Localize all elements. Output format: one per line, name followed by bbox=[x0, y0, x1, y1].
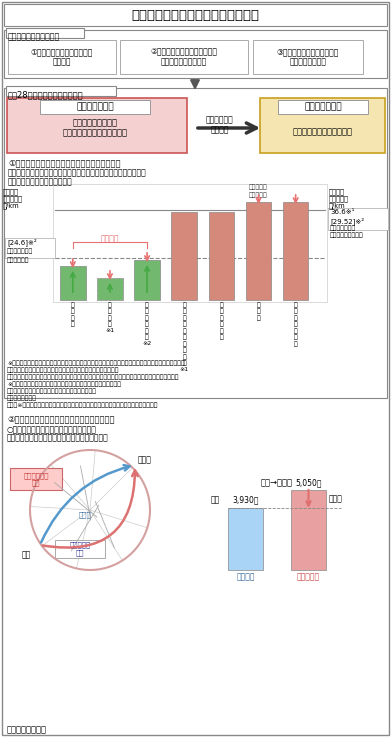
Text: ③交通流動の最適化のための
戦略的な料金体系: ③交通流動の最適化のための 戦略的な料金体系 bbox=[277, 47, 339, 67]
Text: ①料金体系の整理・統一（対象は圏央道の内側）: ①料金体系の整理・統一（対象は圏央道の内側） bbox=[8, 158, 120, 167]
Text: 首
都
高
速
道
路: 首 都 高 速 道 路 bbox=[219, 302, 223, 340]
Bar bbox=[278, 100, 368, 114]
Bar bbox=[6, 28, 84, 38]
Text: 首都圏の新たな高速道路料金の概要: 首都圏の新たな高速道路料金の概要 bbox=[131, 9, 259, 21]
Bar bbox=[40, 100, 150, 114]
Text: 厚木: 厚木 bbox=[22, 550, 31, 559]
Text: 都心経由の
料金: 都心経由の 料金 bbox=[69, 542, 91, 556]
Text: 圏
央
道: 圏 央 道 bbox=[256, 302, 260, 321]
Text: ○起終点間の最短距離を基本に料金を決定: ○起終点間の最短距離を基本に料金を決定 bbox=[7, 425, 97, 434]
Bar bbox=[5, 238, 55, 258]
Text: [24.6]※²: [24.6]※² bbox=[7, 238, 37, 245]
Bar bbox=[97, 278, 123, 300]
Text: 桜土浦: 桜土浦 bbox=[138, 455, 152, 464]
Bar bbox=[260, 98, 385, 153]
Text: ※あわせて、車種区分を５車種区分に整理統一（首都高速について段階的に実施）: ※あわせて、車種区分を５車種区分に整理統一（首都高速について段階的に実施） bbox=[7, 402, 158, 408]
Text: 利用重視の料金: 利用重視の料金 bbox=[304, 102, 342, 111]
Bar bbox=[253, 40, 363, 74]
Text: 圏央道経由: 圏央道経由 bbox=[297, 572, 320, 581]
Text: 東京湾: 東京湾 bbox=[79, 511, 91, 518]
Bar bbox=[208, 212, 234, 300]
Text: （大都市近郊区間）: （大都市近郊区間） bbox=[330, 232, 364, 237]
Text: ※１　物流への影響等を考慮し、上限料金を設定す　注１）高速自動車国道（大都市近郊区間）は、東名: ※１ 物流への影響等を考慮し、上限料金を設定す 注１）高速自動車国道（大都市近郊… bbox=[7, 360, 185, 366]
Text: （普通車: （普通車 bbox=[3, 188, 19, 195]
Bar bbox=[6, 86, 116, 96]
Text: 首都圏料金の賢い３原則: 首都圏料金の賢い３原則 bbox=[8, 32, 60, 41]
Bar bbox=[4, 88, 387, 398]
Bar bbox=[97, 278, 123, 300]
Text: 3,930円: 3,930円 bbox=[232, 496, 259, 505]
Text: 円/km: 円/km bbox=[329, 202, 346, 209]
Text: 激変緩和: 激変緩和 bbox=[101, 234, 119, 243]
Text: [29.52]※²: [29.52]※² bbox=[330, 217, 364, 225]
Bar bbox=[246, 202, 271, 300]
Text: 高速自動車国道: 高速自動車国道 bbox=[330, 225, 356, 231]
Text: 引下げ: 引下げ bbox=[329, 495, 343, 503]
Text: 路は、地域内料金は据え置き）　　　　　　注２）消費税及びターミナルチャージを除いた場合: 路は、地域内料金は据え置き） 注２）消費税及びターミナルチャージを除いた場合 bbox=[7, 374, 179, 380]
Bar bbox=[4, 30, 387, 78]
Text: 厚木→桜土浦: 厚木→桜土浦 bbox=[261, 478, 293, 487]
Text: 久喜白岡）: 久喜白岡） bbox=[249, 192, 268, 198]
Text: るなど激変緩和措置を実施（ただし、京葉道　　　高速の例: るなど激変緩和措置を実施（ただし、京葉道 高速の例 bbox=[7, 367, 120, 373]
Text: 都心経由: 都心経由 bbox=[236, 572, 255, 581]
Text: ②起終点を基本とした継ぎ目のない料金の実現: ②起終点を基本とした継ぎ目のない料金の実現 bbox=[7, 415, 115, 424]
Text: 成後に整理: 成後に整理 bbox=[7, 395, 37, 401]
Text: 第
三
京
浜: 第 三 京 浜 bbox=[71, 302, 75, 327]
Text: 全線利用）: 全線利用） bbox=[329, 195, 349, 202]
Bar bbox=[7, 98, 187, 153]
Text: （圏央道経由の料金＞都心経由の料金の場合）: （圏央道経由の料金＞都心経由の料金の場合） bbox=[7, 433, 109, 442]
Bar bbox=[10, 468, 62, 490]
Text: ※２　千葉県内の高速ネットワーク　　　　　　　　　の料金水準: ※２ 千葉県内の高速ネットワーク の料金水準 bbox=[7, 381, 121, 387]
Bar bbox=[328, 208, 388, 230]
Text: （普通車: （普通車 bbox=[329, 188, 345, 195]
Text: 圏央道経由の
料金: 圏央道経由の 料金 bbox=[23, 472, 49, 486]
Text: （千葉外環、圏央道（松尾横芝～大栄））の整: （千葉外環、圏央道（松尾横芝～大栄））の整 bbox=[7, 388, 97, 394]
Text: ②管理主体を超えたシンプルで
シームレスな料金体系: ②管理主体を超えたシンプルで シームレスな料金体系 bbox=[151, 47, 217, 67]
Text: ①利用度合いに応じた公平な
料金体系: ①利用度合いに応じた公平な 料金体系 bbox=[31, 47, 93, 67]
Text: （普通区間）: （普通区間） bbox=[7, 257, 29, 262]
Text: 料金: 料金 bbox=[211, 495, 220, 504]
Bar bbox=[55, 540, 105, 558]
Bar bbox=[283, 202, 308, 300]
Bar bbox=[120, 40, 248, 74]
Bar bbox=[291, 490, 326, 570]
Bar bbox=[53, 184, 327, 302]
Bar bbox=[228, 508, 263, 570]
Text: 整備の経緯の違い等
料金水準や車種区分等に相違: 整備の経緯の違い等 料金水準や車種区分等に相違 bbox=[63, 119, 127, 138]
Text: 円/km: 円/km bbox=[3, 202, 20, 209]
Text: 圏央道などの
整備進展: 圏央道などの 整備進展 bbox=[206, 115, 234, 134]
Text: 整備重視の料金: 整備重視の料金 bbox=[76, 102, 114, 111]
Text: 資料）国土交通省: 資料）国土交通省 bbox=[7, 725, 47, 734]
Text: 全線利用）: 全線利用） bbox=[3, 195, 23, 202]
Text: 千
葉
東
金
道
路
※2: 千 葉 東 金 道 路 ※2 bbox=[142, 302, 152, 346]
Text: 【車種区分】５車種区分に統一: 【車種区分】５車種区分に統一 bbox=[8, 177, 73, 186]
Text: 横
浜
横
須
賀
道
路: 横 浜 横 須 賀 道 路 bbox=[294, 302, 298, 346]
Text: 京
葉
道
路
※1: 京 葉 道 路 ※1 bbox=[106, 302, 115, 333]
Text: 埼
玉
・
中
央
道
均
一
区
間
※1: 埼 玉 ・ 中 央 道 均 一 区 間 ※1 bbox=[180, 302, 189, 372]
Bar bbox=[8, 40, 116, 74]
Text: （海老名～: （海老名～ bbox=[249, 184, 268, 189]
Text: 料金水準や車種区分を統一: 料金水準や車種区分を統一 bbox=[293, 128, 353, 136]
Text: 平成28年４月からの料金の概要: 平成28年４月からの料金の概要 bbox=[8, 91, 84, 99]
Bar bbox=[4, 4, 387, 26]
Bar bbox=[171, 212, 197, 300]
Text: 【料金水準】現行の高速自動車国道の大都市近郊区間の水準に統一: 【料金水準】現行の高速自動車国道の大都市近郊区間の水準に統一 bbox=[8, 168, 147, 177]
Text: 高速自動車国道: 高速自動車国道 bbox=[7, 248, 33, 254]
Bar bbox=[134, 260, 160, 300]
Text: 5,050円: 5,050円 bbox=[295, 478, 322, 487]
Bar bbox=[60, 266, 86, 300]
Text: 36.6※¹: 36.6※¹ bbox=[330, 209, 354, 215]
